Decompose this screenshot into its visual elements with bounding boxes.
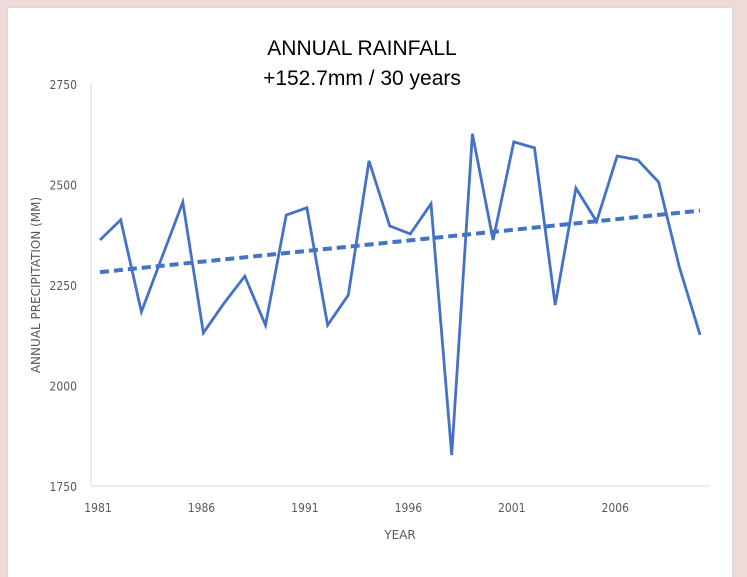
x-tick-label: 1986: [188, 501, 216, 515]
data-point: [305, 206, 309, 210]
data-point: [222, 301, 226, 305]
data-point: [450, 453, 454, 457]
y-tick-label: 2750: [50, 78, 78, 92]
x-tick-label: 2001: [498, 501, 525, 515]
data-point: [470, 132, 474, 136]
y-tick-label: 2500: [50, 179, 78, 193]
data-point: [698, 333, 702, 337]
y-tick-label: 2250: [50, 279, 78, 293]
data-point: [553, 303, 557, 307]
data-point: [429, 202, 433, 206]
chart-title: ANNUAL RAINFALL: [267, 37, 456, 60]
data-point: [264, 323, 268, 327]
data-point: [181, 200, 185, 204]
series-group: [98, 132, 702, 457]
y-tick-label: 2000: [50, 380, 78, 394]
data-point: [657, 180, 661, 184]
data-point: [491, 238, 495, 242]
data-point: [636, 158, 640, 162]
chart-subtitle: +152.7mm / 30 years: [263, 67, 461, 90]
data-point: [98, 238, 102, 242]
data-point: [388, 224, 392, 228]
data-point: [119, 218, 123, 222]
data-point: [408, 232, 412, 236]
x-tick-label: 1981: [84, 501, 111, 515]
data-point: [346, 293, 350, 297]
x-tick-label: 1996: [395, 501, 423, 515]
data-point: [574, 186, 578, 190]
data-point: [160, 255, 164, 259]
data-point: [326, 323, 330, 327]
data-point: [615, 154, 619, 158]
chart-area: [7, 7, 733, 577]
data-point: [367, 159, 371, 163]
y-axis-title: ANNUAL PRECIPITATION (MM): [29, 197, 43, 373]
data-point: [284, 213, 288, 217]
data-point: [201, 331, 205, 335]
data-point: [243, 274, 247, 278]
y-tick-labels: 1750 2000 2250 2500 2750: [50, 78, 78, 494]
x-axis-title: YEAR: [383, 528, 415, 542]
data-point: [532, 146, 536, 150]
x-tick-label: 1991: [291, 501, 318, 515]
y-tick-label: 1750: [50, 480, 78, 494]
trendline: [99, 208, 701, 275]
data-point: [677, 265, 681, 269]
x-tick-labels: 1981 1986 1991 1996 2001 2006: [84, 501, 629, 515]
data-point: [139, 310, 143, 314]
x-tick-label: 2006: [602, 501, 630, 515]
series-line-precipitation: [99, 133, 702, 456]
data-point: [512, 140, 516, 144]
